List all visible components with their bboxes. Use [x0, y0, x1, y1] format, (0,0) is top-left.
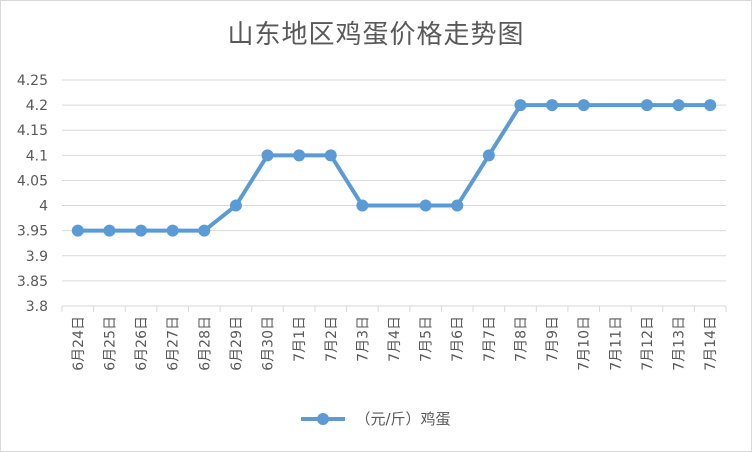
x-axis-ticks: 6月24日 6月25日 6月26日 6月27日 6月28日 6月29日 6月30日 7月1日 7…: [71, 316, 719, 371]
x-tick-label: 7月8日: [513, 316, 529, 362]
y-tick-label: 4.2: [26, 98, 48, 114]
series-group: [71, 99, 717, 237]
y-tick-label: 4.1: [26, 148, 48, 164]
x-tick-label: 6月27日: [166, 316, 182, 371]
x-tick-label: 7月1日: [292, 316, 308, 362]
x-tick-label: 7月3日: [355, 316, 371, 362]
data-point: [419, 199, 432, 212]
series-line: [75, 103, 713, 233]
y-tick-label: 3.9: [26, 249, 48, 265]
data-point: [229, 199, 242, 212]
x-tick-label: 7月2日: [324, 316, 340, 362]
x-tick-label: 7月11日: [608, 316, 624, 371]
x-tick-label: 7月14日: [703, 316, 719, 371]
data-point: [135, 224, 148, 237]
data-point: [482, 149, 495, 162]
legend-swatch: [301, 412, 346, 426]
data-point: [356, 199, 369, 212]
data-point: [261, 149, 274, 162]
x-tick-label: 6月25日: [102, 316, 118, 371]
x-tick-label: 6月26日: [134, 316, 150, 371]
y-tick-label: 3.85: [17, 274, 48, 290]
data-point: [198, 224, 211, 237]
data-point: [324, 149, 337, 162]
legend-label: （元/斤）鸡蛋: [355, 410, 451, 428]
data-point: [514, 99, 527, 112]
x-tick-label: 7月7日: [482, 316, 498, 362]
x-tick-label: 7月5日: [419, 316, 435, 362]
data-point: [451, 199, 464, 212]
x-tick-label: 7月13日: [672, 316, 688, 371]
data-point: [640, 99, 653, 112]
data-point: [166, 224, 179, 237]
x-tick-label: 7月10日: [577, 316, 593, 371]
x-tick-label: 6月29日: [229, 316, 245, 371]
data-point: [546, 99, 559, 112]
y-tick-label: 4.15: [17, 123, 48, 139]
data-point: [293, 149, 306, 162]
x-tick-label: 6月24日: [71, 316, 87, 371]
y-tick-label: 4.25: [17, 73, 48, 89]
data-point: [103, 224, 116, 237]
data-point: [71, 224, 84, 237]
y-tick-label: 4: [39, 199, 48, 215]
x-tick-label: 7月6日: [450, 316, 466, 362]
y-tick-label: 3.95: [17, 224, 48, 240]
x-tick-label: 7月9日: [545, 316, 561, 362]
x-tick-label: 7月12日: [640, 316, 656, 371]
x-tick-label: 7月4日: [387, 316, 403, 362]
data-point: [672, 99, 685, 112]
data-point: [704, 99, 717, 112]
legend: （元/斤）鸡蛋: [0, 408, 752, 429]
y-tick-label: 4.05: [17, 173, 48, 189]
y-axis-ticks: 4.25 4.2 4.15 4.1 4.05 4 3.95 3.9 3.85 3.8: [17, 73, 48, 315]
gridlines: [61, 79, 727, 312]
x-tick-label: 6月30日: [261, 316, 277, 371]
chart-title: 山东地区鸡蛋价格走势图: [227, 20, 525, 50]
y-tick-label: 3.8: [26, 299, 48, 315]
x-tick-label: 6月28日: [197, 316, 213, 371]
data-point: [577, 99, 590, 112]
